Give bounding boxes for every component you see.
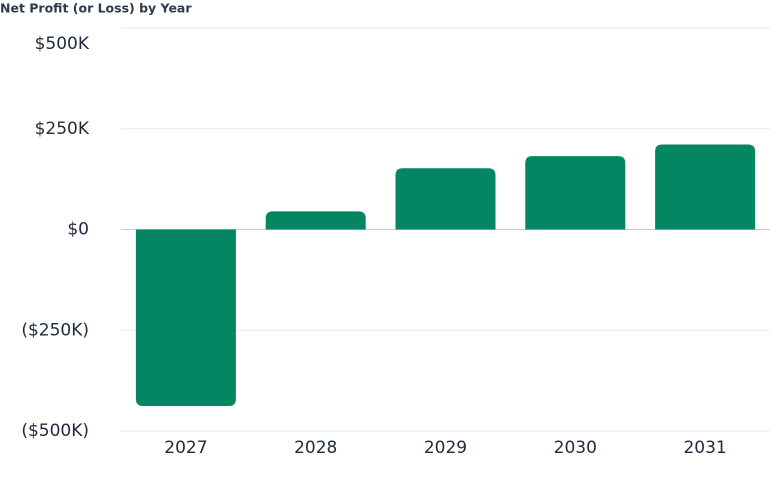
x-tick-label: 2028	[294, 438, 337, 458]
y-tick-label: $250K	[35, 119, 90, 139]
bar	[395, 168, 496, 230]
y-tick-label: ($250K)	[21, 320, 89, 340]
y-tick-label: ($500K)	[21, 421, 89, 441]
bar	[135, 229, 236, 407]
bar	[655, 144, 756, 230]
bar	[265, 211, 366, 230]
x-tick-label: 2027	[164, 438, 207, 458]
x-tick-label: 2029	[424, 438, 467, 458]
y-tick-label: $500K	[35, 34, 90, 54]
y-tick-label: $0	[67, 220, 89, 240]
bar	[525, 156, 626, 230]
chart-title: Net Profit (or Loss) by Year	[0, 1, 192, 16]
x-tick-label: 2031	[683, 438, 726, 458]
x-tick-label: 2030	[554, 438, 597, 458]
